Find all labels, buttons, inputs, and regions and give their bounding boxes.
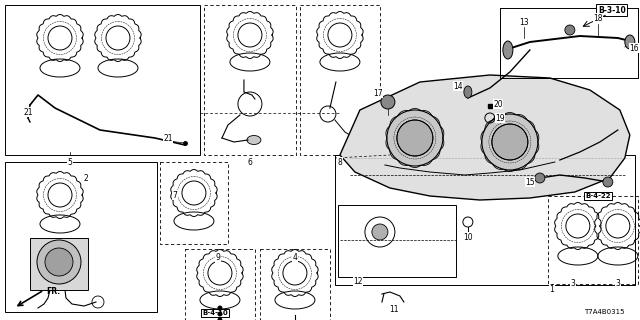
Text: 14: 14 [453, 82, 463, 91]
Text: 12: 12 [353, 277, 363, 286]
Text: 6: 6 [248, 157, 252, 166]
Text: 1: 1 [550, 285, 554, 294]
Bar [5, 5, 200, 155]
Text: B-4-10: B-4-10 [202, 310, 228, 316]
Circle shape [492, 124, 528, 160]
Text: 20: 20 [493, 100, 502, 108]
Text: 9: 9 [216, 253, 220, 262]
Text: FR.: FR. [46, 287, 60, 297]
Bar [30, 238, 88, 290]
Text: 16: 16 [629, 44, 639, 52]
Bar [300, 5, 380, 155]
Bar [185, 249, 255, 320]
Text: 17: 17 [373, 89, 383, 98]
Bar [204, 5, 296, 155]
Ellipse shape [464, 86, 472, 98]
Text: 2: 2 [84, 173, 88, 182]
Bar [5, 162, 157, 312]
Circle shape [218, 306, 223, 310]
Circle shape [45, 248, 73, 276]
Text: B-4-22: B-4-22 [585, 193, 611, 199]
Circle shape [397, 120, 433, 156]
Bar [260, 249, 330, 320]
Text: B-3-10: B-3-10 [598, 5, 626, 14]
Circle shape [218, 311, 223, 316]
Bar [160, 162, 228, 244]
Bar [335, 155, 635, 285]
Circle shape [381, 95, 395, 109]
Text: 10: 10 [463, 233, 473, 242]
Text: 15: 15 [525, 178, 534, 187]
Circle shape [37, 240, 81, 284]
Circle shape [603, 177, 613, 187]
Bar [338, 205, 456, 277]
Circle shape [218, 317, 223, 320]
Text: 4: 4 [292, 253, 298, 262]
Circle shape [482, 114, 538, 170]
Ellipse shape [503, 41, 513, 59]
Text: 7: 7 [173, 190, 177, 199]
Text: 21: 21 [163, 133, 173, 142]
Text: 18: 18 [593, 13, 603, 22]
Text: 11: 11 [389, 306, 399, 315]
Text: 3: 3 [616, 279, 620, 289]
Text: 3: 3 [570, 279, 575, 289]
Circle shape [565, 25, 575, 35]
Text: T7A4B0315: T7A4B0315 [584, 309, 625, 315]
Text: 19: 19 [495, 114, 505, 123]
Circle shape [372, 224, 388, 240]
Bar [548, 196, 638, 284]
Ellipse shape [247, 135, 261, 145]
Text: 13: 13 [519, 18, 529, 27]
Text: 8: 8 [337, 157, 342, 166]
Ellipse shape [625, 35, 635, 49]
Text: 21: 21 [23, 108, 33, 116]
Text: 5: 5 [68, 157, 72, 166]
Circle shape [535, 173, 545, 183]
Polygon shape [340, 75, 630, 200]
Circle shape [387, 110, 443, 166]
